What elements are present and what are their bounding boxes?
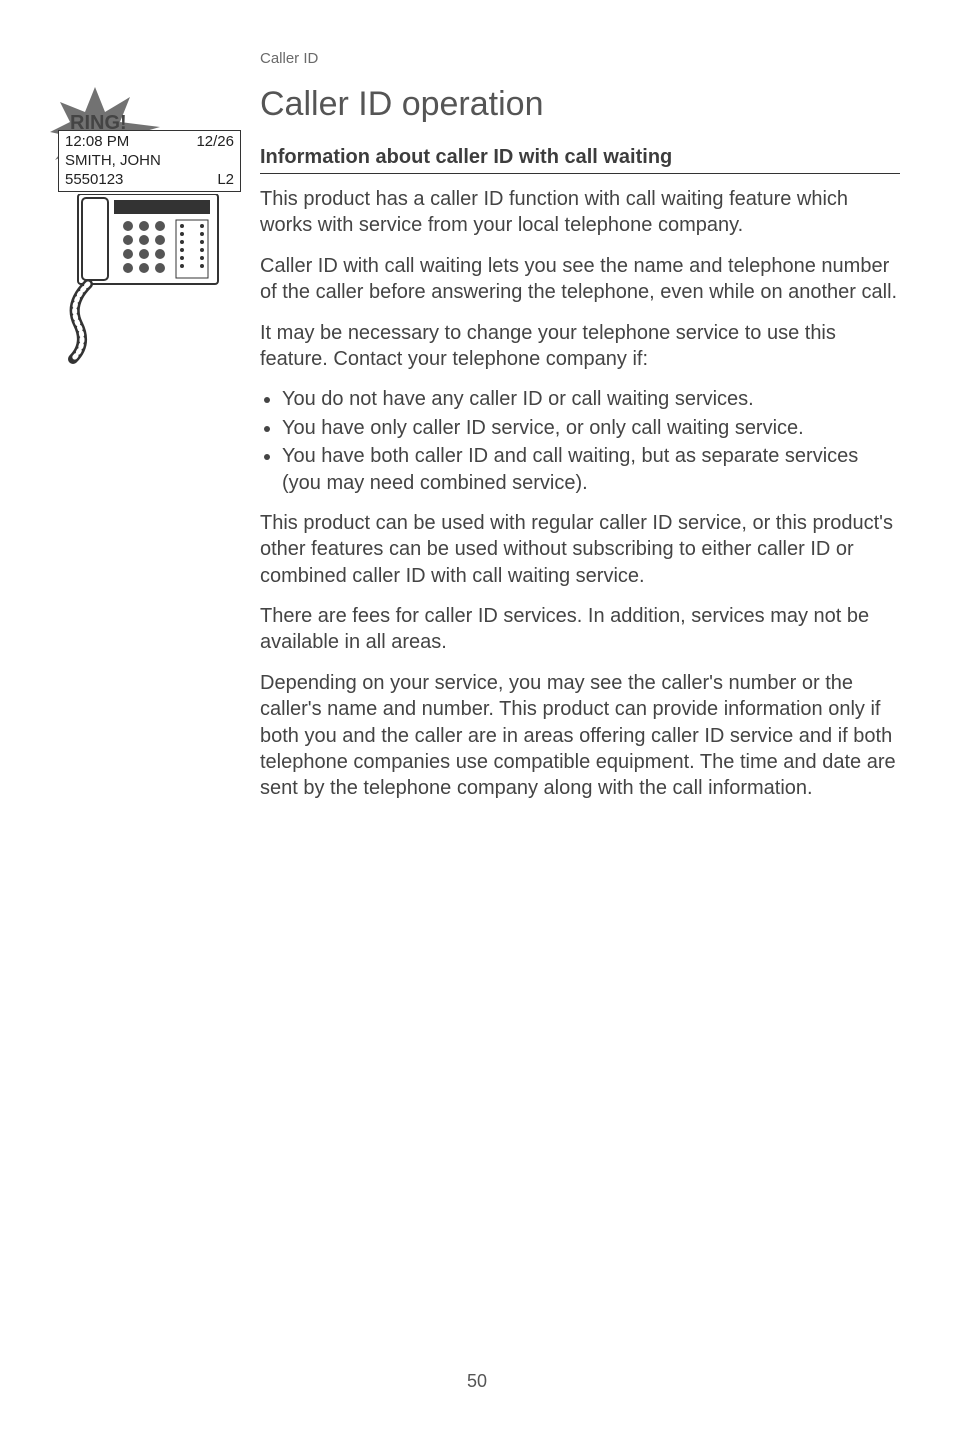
lcd-time: 12:08 PM	[65, 133, 129, 152]
bullet-1: You do not have any caller ID or call wa…	[282, 386, 900, 412]
paragraph-4: This product can be used with regular ca…	[260, 510, 900, 589]
paragraph-2: Caller ID with call waiting lets you see…	[260, 253, 900, 306]
lcd-row-3: 5550123 L2	[65, 171, 234, 190]
phone-lcd: 12:08 PM 12/26 SMITH, JOHN 5550123 L2	[58, 130, 241, 192]
body-text: This product has a caller ID function wi…	[260, 186, 900, 802]
paragraph-1: This product has a caller ID function wi…	[260, 186, 900, 239]
lcd-line: L2	[217, 171, 234, 190]
section-header: Caller ID	[260, 50, 900, 67]
paragraph-5: There are fees for caller ID services. I…	[260, 603, 900, 656]
lcd-row-1: 12:08 PM 12/26	[65, 133, 234, 152]
phone-body-icon	[58, 194, 241, 354]
bullet-2: You have only caller ID service, or only…	[282, 415, 900, 441]
paragraph-3: It may be necessary to change your telep…	[260, 320, 900, 373]
page-title: Caller ID operation	[260, 85, 900, 124]
bullet-list: You do not have any caller ID or call wa…	[260, 386, 900, 496]
bullet-3: You have both caller ID and call waiting…	[282, 443, 900, 496]
lcd-date: 12/26	[196, 133, 234, 152]
main-content-column: Caller ID Caller ID operation Informatio…	[260, 50, 900, 816]
phone-illustration: 12:08 PM 12/26 SMITH, JOHN 5550123 L2	[58, 130, 241, 354]
lcd-name: SMITH, JOHN	[65, 152, 234, 171]
paragraph-6: Depending on your service, you may see t…	[260, 670, 900, 802]
lcd-number: 5550123	[65, 171, 123, 190]
page-number: 50	[0, 1371, 954, 1392]
page-subtitle: Information about caller ID with call wa…	[260, 146, 900, 174]
ring-label: RING!	[70, 112, 127, 135]
